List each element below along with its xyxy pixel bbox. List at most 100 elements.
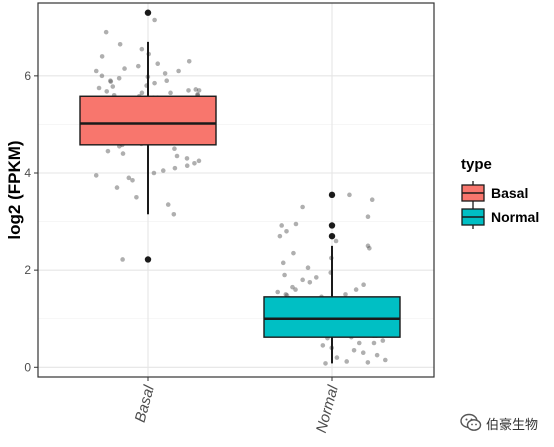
y-tick-label: 0 [24, 360, 31, 374]
jitter-point [162, 71, 168, 76]
jitter-point [365, 243, 371, 249]
jitter-point [277, 233, 283, 239]
jitter-point [174, 153, 180, 159]
y-axis-title: log2 (FPKM) [5, 140, 24, 239]
jitter-point [152, 17, 157, 23]
jitter-point [344, 359, 350, 364]
outlier-point [328, 191, 336, 199]
y-axis: 0 2 4 6 [24, 69, 38, 374]
watermark: 伯豪生物 [460, 412, 538, 434]
jitter-point [192, 160, 197, 166]
jitter-point [165, 202, 171, 207]
outlier-point [328, 222, 336, 229]
jitter-point [275, 289, 280, 295]
wechat-icon [460, 413, 482, 431]
jitter-point [99, 54, 105, 59]
jitter-point [164, 78, 170, 84]
jitter-point [283, 292, 289, 297]
jitter-point [365, 360, 371, 365]
jitter-point [371, 340, 377, 346]
jitter-point [172, 146, 177, 152]
jitter-point [369, 197, 375, 203]
jitter-point [365, 214, 371, 220]
jitter-point [193, 87, 199, 92]
jitter-point [323, 361, 328, 366]
jitter-point [176, 68, 181, 74]
jitter-point [152, 80, 157, 86]
jitter-point [103, 29, 109, 35]
jitter-point [195, 92, 200, 97]
box-layer [79, 9, 401, 364]
jitter-point [291, 250, 296, 256]
jitter-point [184, 156, 190, 161]
jitter-point [108, 78, 113, 84]
jitter-point [347, 192, 352, 198]
legend-entry-normal: Normal [461, 205, 539, 229]
legend: type Basal Normal [461, 156, 539, 229]
jitter-point [196, 158, 202, 164]
jitter-point [196, 88, 202, 93]
jitter-point [168, 90, 173, 96]
jitter-point [313, 275, 319, 280]
jitter-point [186, 58, 192, 64]
box-normal [263, 296, 401, 338]
x-tick-label: Normal [313, 383, 342, 435]
y-tick-label: 2 [24, 263, 31, 277]
jitter-point [130, 177, 135, 183]
jitter-point [300, 277, 305, 283]
jitter-point [104, 89, 110, 94]
jitter-point [93, 68, 99, 74]
jitter-point [155, 61, 161, 67]
jitter-point [110, 84, 116, 89]
legend-title: type [461, 156, 492, 173]
jitter-point [351, 347, 357, 353]
jitter-point [353, 287, 359, 292]
jitter-point [361, 282, 366, 288]
outlier-point [328, 232, 336, 240]
legend-entries: Basal Normal [461, 181, 539, 229]
jitter-point [151, 170, 157, 176]
jitter-point [380, 338, 386, 343]
jitter-point [300, 204, 305, 210]
jitter-point [184, 163, 190, 169]
jitter-point [105, 148, 111, 154]
jitter-point [126, 175, 132, 181]
jitter-point [117, 41, 123, 47]
outlier-point [144, 256, 152, 263]
jitter-point [293, 287, 298, 292]
jitter-point [186, 88, 191, 93]
jitter-point [122, 66, 127, 71]
jitter-point [93, 173, 99, 178]
jitter-point [120, 257, 125, 262]
jitter-point [367, 245, 372, 251]
legend-entry-basal: Basal [461, 181, 528, 205]
jitter-point [293, 221, 299, 227]
jitter-point [171, 211, 177, 217]
jitter-point [108, 79, 114, 84]
jitter-point [172, 165, 178, 171]
jitter-point [160, 168, 166, 173]
watermark-text: 伯豪生物 [486, 417, 539, 433]
jitter-point [114, 185, 120, 190]
outlier-point [144, 9, 152, 16]
jitter-point [307, 279, 313, 285]
jitter-point [383, 357, 388, 363]
jitter-point [305, 265, 311, 271]
jitter-point [356, 340, 362, 346]
jitter-point [320, 343, 326, 348]
jitter-point [134, 194, 139, 200]
jitter-point [135, 63, 141, 69]
jitter-point [120, 151, 126, 156]
jitter-point [139, 46, 145, 52]
jitter-point [99, 73, 105, 79]
y-tick-label: 6 [24, 69, 31, 83]
jitter-point [139, 90, 145, 96]
jitter-point [282, 272, 287, 278]
jitter-point [374, 352, 380, 358]
x-axis: Basal Normal [132, 377, 342, 435]
jitter-point [279, 223, 284, 228]
grid-lines [38, 3, 434, 377]
jitter-point [96, 85, 102, 91]
jitter-point [280, 260, 286, 266]
